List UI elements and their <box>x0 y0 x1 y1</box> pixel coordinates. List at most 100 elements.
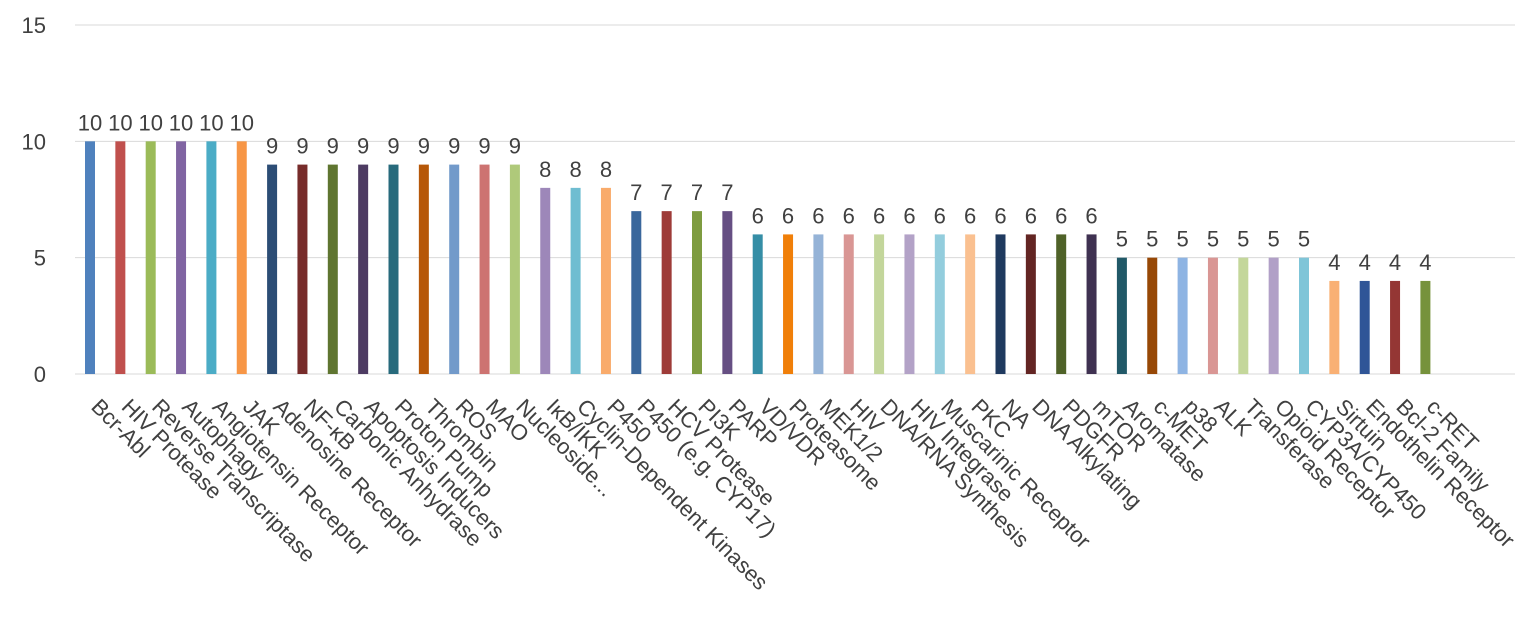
bar <box>85 141 95 374</box>
bar <box>509 164 520 374</box>
data-label: 8 <box>600 157 612 182</box>
data-label: 10 <box>138 110 162 135</box>
data-label: 10 <box>199 110 223 135</box>
data-label: 4 <box>1389 250 1401 275</box>
data-label: 9 <box>296 134 308 159</box>
bar <box>661 211 672 374</box>
data-label: 6 <box>782 203 794 228</box>
data-label: 10 <box>78 110 102 135</box>
data-label: 10 <box>230 110 254 135</box>
bar <box>1207 257 1218 374</box>
data-label: 9 <box>327 134 339 159</box>
bar <box>1359 280 1370 374</box>
bar <box>813 234 824 374</box>
bar <box>206 141 217 374</box>
data-label: 6 <box>934 203 946 228</box>
data-label: 5 <box>1146 227 1158 252</box>
data-label: 9 <box>357 134 369 159</box>
bar <box>904 234 915 374</box>
y-tick-label: 10 <box>22 129 46 154</box>
data-label: 5 <box>1176 227 1188 252</box>
y-axis-ticks: 0 5 10 15 <box>22 13 46 387</box>
data-label: 8 <box>539 157 551 182</box>
data-label: 5 <box>1298 227 1310 252</box>
y-tick-label: 0 <box>34 362 46 387</box>
bar <box>1238 257 1249 374</box>
bar <box>631 211 642 374</box>
bar <box>479 164 490 374</box>
data-label: 7 <box>661 180 673 205</box>
bar <box>1116 257 1127 374</box>
data-label: 7 <box>691 180 703 205</box>
data-label: 6 <box>1085 203 1097 228</box>
bar <box>1390 280 1401 374</box>
bar <box>267 164 278 374</box>
data-label: 6 <box>903 203 915 228</box>
data-label: 5 <box>1116 227 1128 252</box>
bar <box>843 234 854 374</box>
bar <box>692 211 702 374</box>
data-label: 6 <box>994 203 1006 228</box>
data-label: 5 <box>1268 227 1280 252</box>
data-label: 4 <box>1359 250 1371 275</box>
data-label: 6 <box>1025 203 1037 228</box>
data-label: 6 <box>812 203 824 228</box>
bar <box>1268 257 1279 374</box>
bar <box>236 141 247 374</box>
data-label: 9 <box>509 134 521 159</box>
data-label: 9 <box>448 134 460 159</box>
bar <box>388 164 399 374</box>
bar <box>1177 257 1188 374</box>
bar <box>145 141 156 374</box>
data-label: 6 <box>873 203 885 228</box>
bar <box>722 211 733 374</box>
data-label: 6 <box>843 203 855 228</box>
data-label: 6 <box>1055 203 1067 228</box>
data-label: 10 <box>169 110 193 135</box>
bar <box>1420 280 1431 374</box>
bar <box>297 164 308 374</box>
data-label: 7 <box>721 180 733 205</box>
data-label: 5 <box>1237 227 1249 252</box>
data-label: 8 <box>569 157 581 182</box>
bar <box>358 164 369 374</box>
bars <box>85 141 1431 374</box>
bar <box>176 141 187 374</box>
bar <box>600 187 611 374</box>
bar <box>327 164 338 374</box>
bar <box>995 234 1006 374</box>
bar <box>934 234 945 374</box>
data-label: 9 <box>387 134 399 159</box>
data-label: 9 <box>418 134 430 159</box>
bar <box>1147 257 1158 374</box>
bar <box>418 164 429 374</box>
bar <box>570 187 581 374</box>
data-label: 4 <box>1419 250 1431 275</box>
bar <box>1025 234 1036 374</box>
bar <box>540 187 551 374</box>
data-label: 7 <box>630 180 642 205</box>
data-labels: 10 10 10 10 10 109 9 9 9 9 9 9 9 98 8 87 7 7 76 6 6 6 6 6 6 6 6 6 6 6… <box>78 110 1432 275</box>
data-label: 4 <box>1328 250 1340 275</box>
data-label: 9 <box>266 134 278 159</box>
y-tick-label: 15 <box>22 13 46 38</box>
data-label: 6 <box>964 203 976 228</box>
data-label: 10 <box>108 110 132 135</box>
bar <box>1086 234 1097 374</box>
bar <box>1329 280 1340 374</box>
bar <box>965 234 976 374</box>
bar <box>874 234 885 374</box>
bar <box>115 141 126 374</box>
bar <box>783 234 794 374</box>
bar <box>449 164 460 374</box>
data-label: 6 <box>752 203 764 228</box>
bar <box>1056 234 1067 374</box>
data-label: 9 <box>478 134 490 159</box>
data-label: 5 <box>1207 227 1219 252</box>
bar <box>1299 257 1309 374</box>
y-tick-label: 5 <box>34 246 46 271</box>
bar <box>752 234 763 374</box>
